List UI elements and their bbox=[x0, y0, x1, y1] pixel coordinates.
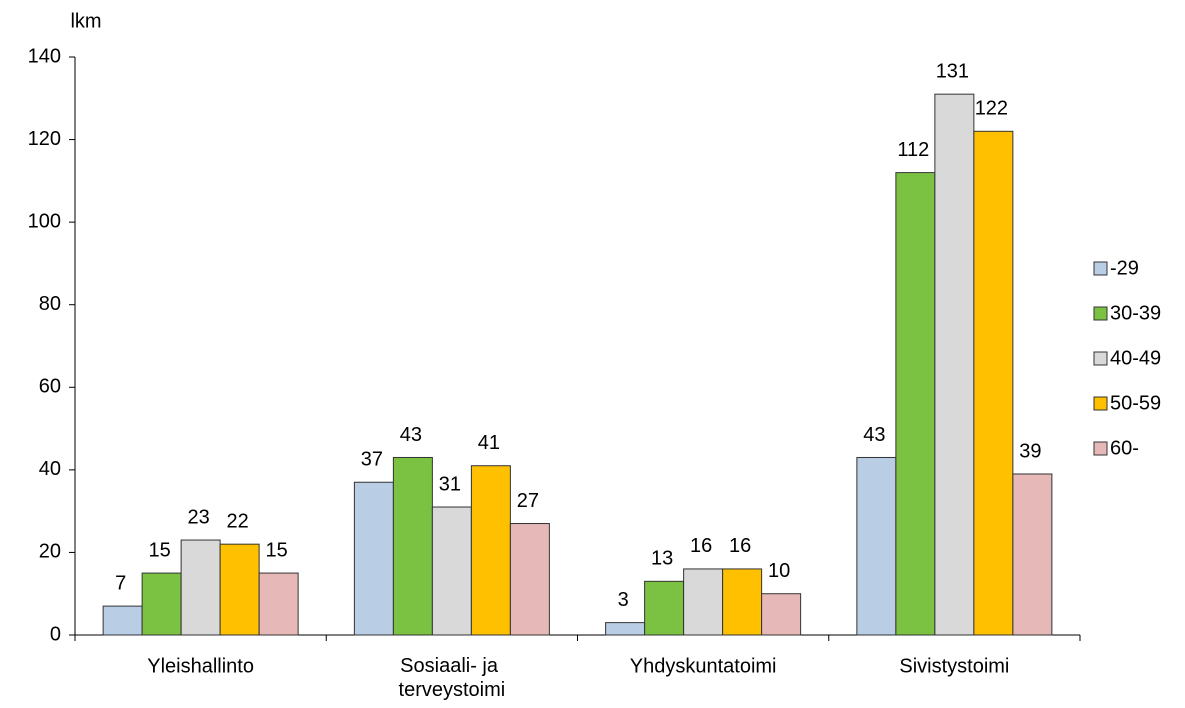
bar bbox=[934, 93, 975, 636]
bar bbox=[856, 456, 897, 636]
bar bbox=[973, 130, 1014, 636]
y-tick-label: 140 bbox=[28, 45, 61, 67]
y-tick-label: 40 bbox=[39, 458, 61, 480]
bar bbox=[141, 572, 182, 636]
bar bbox=[353, 481, 394, 636]
data-label: 43 bbox=[863, 424, 885, 446]
data-label: 41 bbox=[478, 432, 500, 454]
data-label: 22 bbox=[227, 510, 249, 532]
y-tick-label: 60 bbox=[39, 376, 61, 398]
y-tick-label: 20 bbox=[39, 541, 61, 563]
legend-label: 60- bbox=[1110, 437, 1139, 459]
bar bbox=[392, 456, 433, 636]
data-label: 43 bbox=[400, 424, 422, 446]
bar bbox=[180, 539, 221, 636]
x-tick-label: Yhdyskuntatoimi bbox=[630, 655, 777, 677]
legend-swatch bbox=[1093, 396, 1108, 411]
bar bbox=[219, 543, 260, 636]
legend-label: 30-39 bbox=[1110, 302, 1161, 324]
bar bbox=[605, 622, 646, 636]
bar bbox=[509, 523, 550, 636]
bar bbox=[895, 172, 936, 636]
bar bbox=[761, 593, 802, 636]
legend-swatch bbox=[1093, 441, 1108, 456]
x-tick-label-line: Sosiaali- ja bbox=[400, 655, 503, 677]
data-label: 131 bbox=[936, 60, 969, 82]
legend-label: 40-49 bbox=[1110, 347, 1161, 369]
bar bbox=[258, 572, 299, 636]
y-tick-label: 100 bbox=[28, 210, 61, 232]
legend-swatch bbox=[1093, 351, 1108, 366]
data-label: 7 bbox=[115, 572, 126, 594]
bar bbox=[431, 506, 472, 636]
x-tick-label: Yleishallinto bbox=[147, 655, 254, 677]
data-label: 15 bbox=[266, 539, 288, 561]
data-label: 27 bbox=[517, 490, 539, 512]
bar bbox=[1012, 473, 1053, 636]
legend-swatch bbox=[1093, 261, 1108, 276]
data-label: 23 bbox=[188, 506, 210, 528]
x-tick-label: Sivistystoimi bbox=[899, 655, 1009, 677]
data-label: 31 bbox=[439, 473, 461, 495]
bar bbox=[722, 568, 763, 636]
y-tick-label: 80 bbox=[39, 293, 61, 315]
y-tick-label: 120 bbox=[28, 128, 61, 150]
y-tick-label: 0 bbox=[50, 623, 61, 645]
legend-label: 50-59 bbox=[1110, 392, 1161, 414]
data-label: 39 bbox=[1019, 440, 1041, 462]
y-axis-label: lkm bbox=[70, 10, 101, 32]
data-label: 37 bbox=[361, 449, 383, 471]
x-tick-label: Sosiaali- ja terveystoimi bbox=[399, 655, 506, 701]
data-label: 112 bbox=[897, 139, 929, 161]
data-label: 15 bbox=[149, 539, 171, 561]
data-label: 13 bbox=[651, 548, 673, 570]
bar bbox=[683, 568, 724, 636]
bar bbox=[644, 580, 685, 636]
data-label: 122 bbox=[975, 98, 1008, 120]
legend-swatch bbox=[1093, 306, 1108, 321]
bar bbox=[102, 605, 143, 636]
data-label: 3 bbox=[618, 589, 629, 611]
legend-label: -29 bbox=[1110, 257, 1139, 279]
bar bbox=[470, 465, 511, 636]
data-label: 10 bbox=[768, 560, 790, 582]
data-label: 16 bbox=[690, 535, 712, 557]
data-label: 16 bbox=[729, 535, 751, 557]
x-tick-label-line: terveystoimi bbox=[399, 679, 506, 701]
